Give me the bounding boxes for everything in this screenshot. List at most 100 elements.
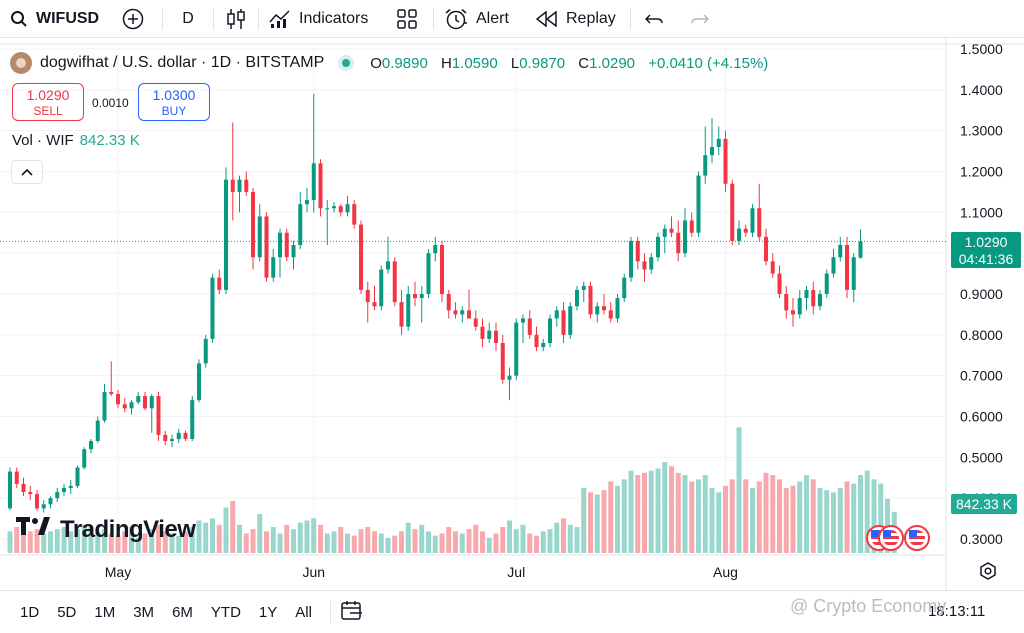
volume-bar [432, 535, 438, 553]
candle-body [75, 467, 80, 486]
volume-bar [837, 488, 843, 553]
settings-icon[interactable] [980, 562, 996, 580]
date-range-icon[interactable] [341, 600, 363, 624]
volume-bar [311, 518, 317, 553]
last-price: 1.0290 [964, 234, 1008, 250]
divider [630, 7, 631, 30]
volume-bar [594, 494, 600, 553]
candle-body [784, 294, 789, 311]
volume-bar [615, 485, 620, 553]
candle-body [48, 498, 53, 505]
low-value: 0.9870 [519, 54, 566, 72]
price-tick-label: 1.1000 [960, 204, 1003, 220]
volume-bar [41, 533, 47, 553]
volume-bar [34, 529, 40, 553]
price-axis-labels[interactable]: 1.50001.40001.30001.20001.10001.00000.90… [960, 41, 1003, 547]
volume-bar [345, 533, 350, 553]
tradingview-logo[interactable]: TradingView [16, 515, 196, 544]
candle-body [602, 306, 606, 311]
search-icon [10, 10, 28, 28]
price-tick-label: 0.3000 [960, 531, 1003, 547]
volume-bar [392, 535, 398, 553]
indicators-button[interactable]: Indicators [259, 0, 387, 38]
volume-bar [297, 522, 303, 553]
candle-body [62, 487, 66, 493]
volume-bar [520, 524, 526, 553]
volume-bar [183, 531, 188, 553]
top-toolbar: WIFUSD D Indicators Alert Replay [0, 0, 1024, 38]
high-value: 1.0590 [451, 54, 498, 72]
symbol-title[interactable]: dogwifhat / U.S. dollar · 1D · BITSTAMP [40, 54, 325, 71]
volume-bar [115, 535, 121, 553]
us-flag-event-icon[interactable] [904, 525, 930, 551]
volume-bar [804, 475, 809, 553]
volume-bar [230, 501, 236, 553]
range-6m[interactable]: 6M [172, 603, 193, 621]
volume-bar [527, 533, 533, 553]
market-open-indicator [342, 59, 351, 67]
candle-body [473, 318, 478, 327]
volume-bar [831, 492, 836, 553]
open-key: O [370, 54, 382, 72]
volume-bar [108, 533, 114, 553]
volume-bar [574, 527, 580, 553]
range-5d[interactable]: 5D [57, 603, 77, 621]
month-tick-label: May [105, 564, 131, 580]
candle-body [446, 294, 451, 311]
volume-bar [250, 529, 256, 553]
interval-button[interactable]: D [163, 0, 213, 38]
wif-coin-icon [10, 52, 32, 74]
range-ytd[interactable]: YTD [210, 603, 241, 621]
volume-bar [27, 531, 33, 553]
volume-bar [682, 475, 688, 553]
candle-body [419, 294, 424, 299]
chart-type-button[interactable] [214, 0, 258, 38]
volume-bar [149, 529, 155, 553]
candle-body [453, 310, 458, 315]
collapse-legend-button[interactable] [11, 160, 43, 184]
interval-label: D [182, 9, 194, 27]
sell-button[interactable]: 1.0290 SELL [12, 83, 84, 121]
range-1m[interactable]: 1M [94, 603, 116, 621]
candle-body [851, 257, 856, 290]
candle-body [190, 400, 195, 439]
candle-body [264, 216, 269, 278]
indicators-icon [269, 9, 291, 29]
us-flag-event-icon[interactable] [878, 525, 904, 551]
candle-body [109, 392, 114, 395]
replay-button[interactable]: Replay [526, 0, 630, 38]
candle-body [217, 277, 222, 290]
candle-body [811, 289, 816, 307]
range-1y[interactable]: 1Y [258, 603, 278, 621]
volume-bar [264, 531, 269, 553]
candle-body [831, 257, 836, 274]
time-axis-labels[interactable]: May Jun Jul Aug [105, 564, 738, 580]
clock-time[interactable]: 18:13:11 [928, 603, 986, 620]
candle-body [291, 245, 296, 258]
candle-body [737, 228, 741, 241]
range-3m[interactable]: 3M [133, 603, 155, 621]
candle-body [237, 179, 242, 192]
compare-button[interactable] [112, 0, 162, 38]
range-all[interactable]: All [295, 603, 312, 621]
buy-button[interactable]: 1.0300 BUY [138, 83, 210, 121]
volume-label[interactable]: Vol · WIF [12, 132, 74, 149]
candle-body [392, 261, 397, 303]
alarm-clock-icon [444, 8, 468, 30]
candle-body [683, 220, 687, 254]
volume-bar [216, 524, 222, 553]
undo-button[interactable] [631, 0, 677, 38]
volume-bar [581, 488, 587, 553]
range-1d[interactable]: 1D [20, 603, 40, 621]
layouts-button[interactable] [387, 0, 429, 38]
candle-body [35, 494, 39, 509]
volume-bar [324, 533, 330, 553]
volume-bar [871, 479, 877, 553]
redo-button[interactable] [677, 0, 723, 38]
alert-button[interactable]: Alert [434, 0, 526, 38]
symbol-label: WIFUSD [36, 9, 100, 27]
symbol-search[interactable]: WIFUSD [0, 0, 112, 38]
candle-body [561, 310, 566, 335]
candle-body [143, 396, 147, 409]
